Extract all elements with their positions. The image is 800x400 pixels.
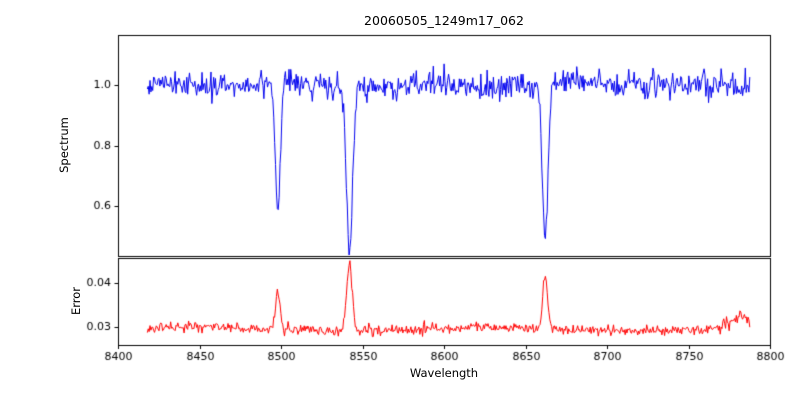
x-axis-label: Wavelength <box>409 366 479 380</box>
spectrum-y-axis-label: Spectrum <box>57 117 71 173</box>
chart-title: 20060505_1249m17_062 <box>364 13 524 28</box>
error-y-axis-label: Error <box>69 286 83 316</box>
